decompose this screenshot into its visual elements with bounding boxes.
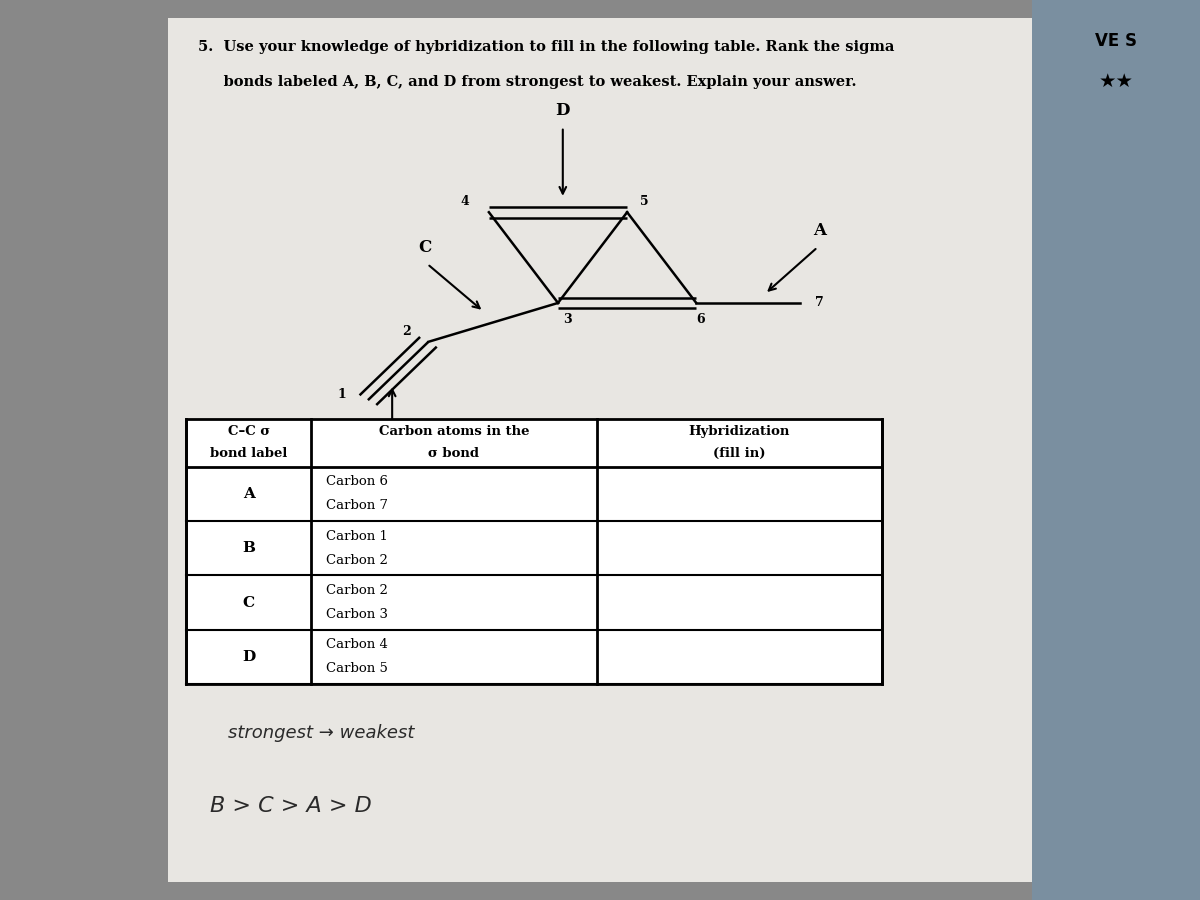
Text: B: B: [385, 460, 400, 477]
Text: σ bond: σ bond: [428, 447, 480, 460]
Text: A: A: [814, 222, 827, 239]
Text: B: B: [242, 541, 256, 555]
Text: (fill in): (fill in): [713, 447, 766, 460]
Bar: [186, 418, 882, 684]
Text: C–C σ: C–C σ: [228, 426, 270, 438]
Text: bond label: bond label: [210, 447, 287, 460]
Text: C: C: [418, 239, 432, 256]
Bar: [1032, 0, 1200, 900]
Text: bonds labeled A, B, C, and D from strongest to weakest. Explain your answer.: bonds labeled A, B, C, and D from strong…: [198, 75, 857, 89]
Bar: [168, 18, 1032, 882]
Text: 4: 4: [461, 195, 469, 208]
Text: 2: 2: [402, 325, 412, 338]
Text: B > C > A > D: B > C > A > D: [210, 796, 372, 815]
Text: Carbon 2: Carbon 2: [325, 584, 388, 597]
Text: ★★: ★★: [1098, 72, 1134, 91]
Text: 1: 1: [337, 388, 346, 401]
Text: 5.  Use your knowledge of hybridization to fill in the following table. Rank the: 5. Use your knowledge of hybridization t…: [198, 40, 894, 55]
Text: 5: 5: [640, 195, 648, 208]
Text: Hybridization: Hybridization: [689, 426, 790, 438]
Text: Carbon 5: Carbon 5: [325, 662, 388, 675]
Text: 6: 6: [697, 312, 706, 326]
Text: Carbon 6: Carbon 6: [325, 475, 388, 489]
Text: Carbon 3: Carbon 3: [325, 608, 388, 621]
Text: Carbon atoms in the: Carbon atoms in the: [379, 426, 529, 438]
Text: 7: 7: [815, 296, 823, 310]
Text: Carbon 7: Carbon 7: [325, 500, 388, 512]
Text: strongest → weakest: strongest → weakest: [228, 724, 414, 742]
Text: Carbon 4: Carbon 4: [325, 638, 388, 652]
Text: C: C: [242, 596, 254, 609]
Text: 3: 3: [563, 312, 572, 326]
Text: Carbon 1: Carbon 1: [325, 530, 388, 543]
Text: VE S: VE S: [1096, 32, 1138, 50]
Text: Carbon 2: Carbon 2: [325, 554, 388, 567]
Text: A: A: [242, 487, 254, 501]
Text: D: D: [556, 102, 570, 119]
Bar: [186, 418, 882, 684]
Text: D: D: [242, 650, 256, 664]
